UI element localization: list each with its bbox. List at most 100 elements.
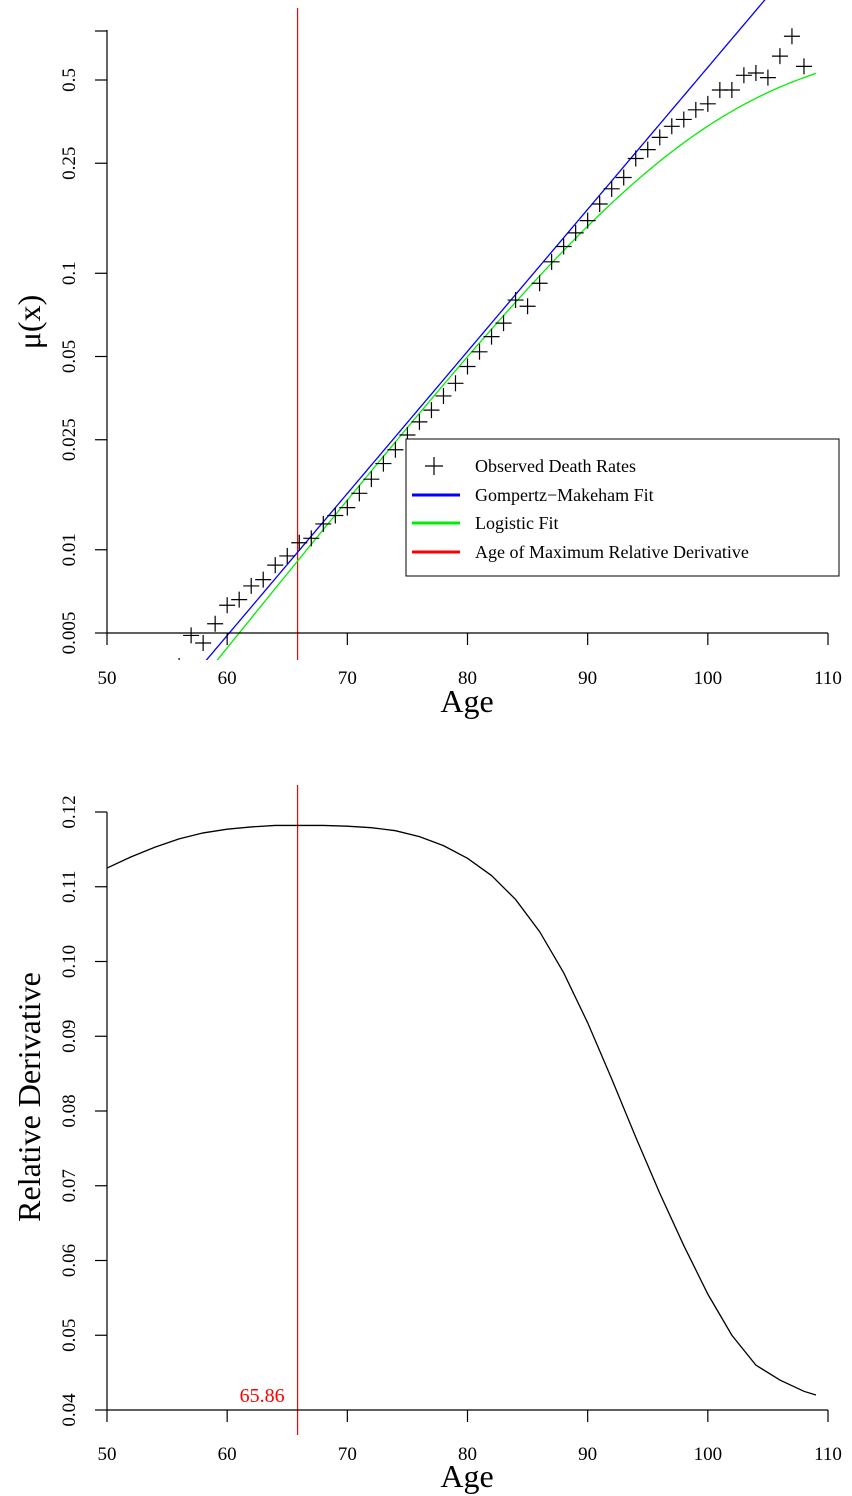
legend: Observed Death Rates Gompertz−Makeham Fi… [405,438,840,577]
observed-point [735,67,752,84]
observed-point [375,455,392,472]
bottom-x-tick-label: 90 [578,1444,597,1465]
observed-point [543,253,560,270]
observed-point [243,577,260,594]
legend-label-max-derivative: Age of Maximum Relative Derivative [475,542,749,562]
top-y-axis-title: μ(x) [11,295,47,349]
observed-point [651,129,668,146]
observed-point [699,95,716,112]
bottom-y-tick-label: 0.06 [59,1244,80,1277]
bottom-y-tick-label: 0.08 [59,1094,80,1127]
observed-point [459,358,476,375]
observed-point [207,615,224,632]
legend-item-logistic: Logistic Fit [412,513,559,533]
top-y-tick-label: 0.25 [59,147,80,180]
observed-point [615,169,632,186]
observed-point [723,82,740,99]
observed-point [219,597,236,614]
observed-point [603,180,620,197]
top-x-tick-label: 50 [98,668,117,689]
gompertz-fit-line [205,0,766,660]
logistic-fit-line [216,72,817,660]
legend-item-gompertz: Gompertz−Makeham Fit [412,485,654,505]
observed-point [387,441,404,458]
observed-point [483,328,500,345]
top-x-tick-label: 90 [578,668,597,689]
mortality-chart: 50 60 70 80 90 100 110 0.005 0.01 0.025 0.05 0.1 0.2… [11,0,842,719]
max-age-annotation: 65.86 [240,1385,285,1407]
bottom-x-tick-label: 100 [694,1444,723,1465]
legend-label-observed: Observed Death Rates [475,456,636,476]
observed-point [411,413,428,430]
observed-point [279,547,296,564]
observed-point [183,627,200,644]
bottom-x-tick-label: 80 [458,1444,477,1465]
bottom-y-tick-label: 0.10 [59,945,80,978]
top-x-axis-title: Age [440,683,493,719]
observed-point [747,65,764,82]
legend-box [405,438,840,577]
observed-point [447,375,464,392]
observed-point [315,515,332,532]
observed-point [783,28,800,45]
legend-label-logistic: Logistic Fit [475,513,559,533]
bottom-y-tick-label: 0.04 [59,1393,80,1427]
observed-point [771,48,788,65]
observed-point [267,557,284,574]
legend-item-max-derivative: Age of Maximum Relative Derivative [412,542,749,562]
observed-point [555,238,572,255]
plus-marker-icon [425,457,443,475]
top-y-tick-label: 0.5 [59,68,80,92]
observed-point [363,471,380,488]
bottom-y-tick-label: 0.11 [59,870,80,903]
observed-point [495,315,512,332]
observed-point [339,499,356,516]
observed-point [639,141,656,158]
top-y-tick-label: 0.05 [59,340,80,373]
observed-point [195,635,212,652]
observed-point [231,591,248,608]
legend-label-gompertz: Gompertz−Makeham Fit [475,485,654,505]
relative-derivative-line [106,824,817,1396]
observed-point [303,530,320,547]
observed-point [519,298,536,315]
observed-point [531,275,548,292]
top-x-tick-label: 80 [458,668,477,689]
relative-derivative-chart: 50 60 70 80 90 100 110 0.04 0.05 0.06 0.07 0.08 0.09… [11,785,842,1494]
observed-point [291,534,308,551]
bottom-y-tick-label: 0.09 [59,1020,80,1053]
top-y-tick-label: 0.01 [59,533,80,566]
bottom-x-tick-label: 50 [98,1444,117,1465]
observed-point [507,292,524,309]
bottom-x-tick-label: 60 [218,1444,237,1465]
bottom-y-axis-title: Relative Derivative [11,972,47,1222]
bottom-x-tick-label: 70 [338,1444,357,1465]
observed-point [471,343,488,360]
observed-point [423,402,440,419]
top-y-tick-label: 0.1 [59,261,80,285]
top-y-tick-label: 0.005 [59,612,80,655]
observed-point [759,69,776,86]
observed-point [327,507,344,524]
observed-point [663,118,680,135]
bottom-x-tick-label: 110 [814,1444,842,1465]
top-y-tick-label: 0.025 [59,418,80,461]
observed-point [687,101,704,118]
observed-point [579,212,596,229]
bottom-y-tick-label: 0.05 [59,1319,80,1352]
observed-point [627,150,644,167]
observed-point [795,58,812,75]
observed-point [435,387,452,404]
bottom-y-tick-label: 0.07 [59,1169,80,1202]
observed-point [675,111,692,128]
top-x-tick-label: 100 [694,668,723,689]
observed-point [255,571,272,588]
observed-point [591,196,608,213]
bottom-y-tick-label: 0.12 [59,795,80,828]
observed-point [351,485,368,502]
legend-item-observed: Observed Death Rates [425,456,636,476]
top-x-tick-label: 60 [218,668,237,689]
bottom-x-axis-title: Age [440,1458,493,1494]
observed-point [567,224,584,241]
